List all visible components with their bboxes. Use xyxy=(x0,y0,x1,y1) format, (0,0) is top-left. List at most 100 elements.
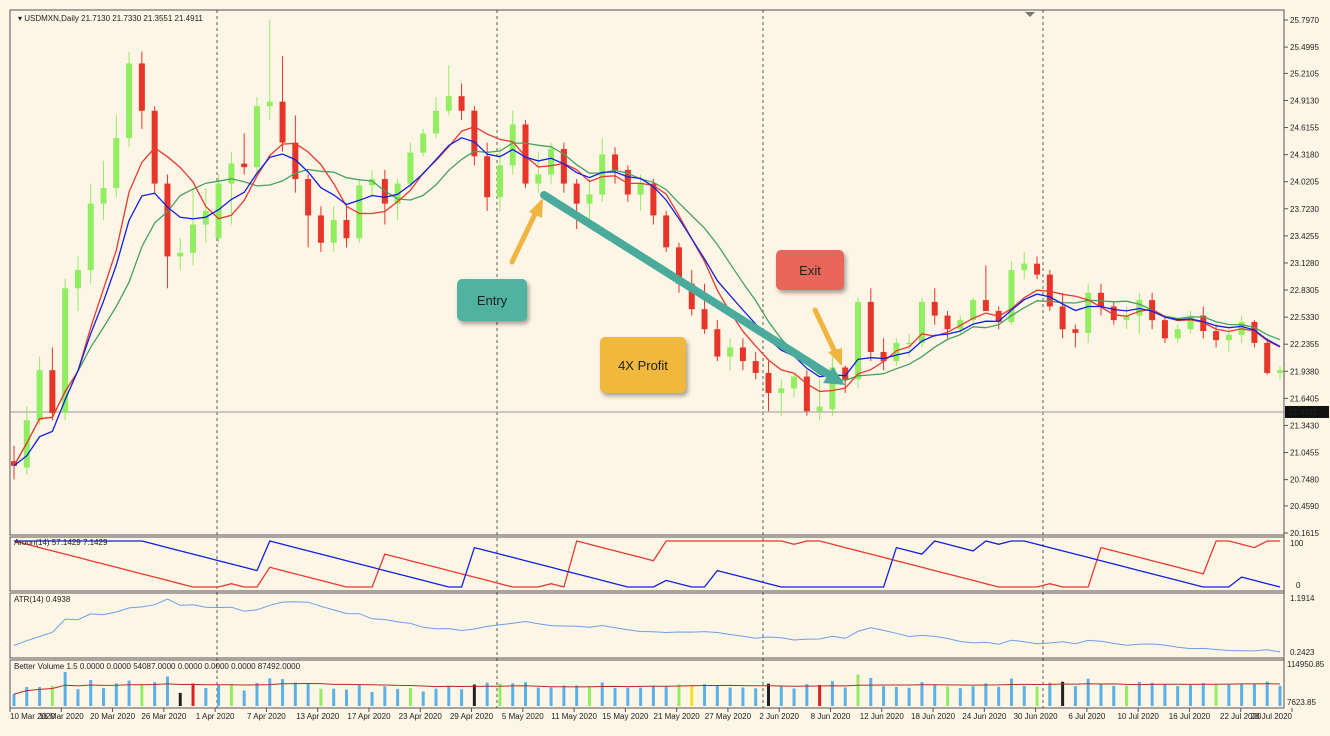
volume-bar xyxy=(396,688,400,706)
y-tick-label: 20.7480 xyxy=(1290,476,1319,485)
x-tick-label: 20 Mar 2020 xyxy=(90,712,135,721)
candle-body xyxy=(317,215,324,243)
y-tick-label: 21.3430 xyxy=(1290,421,1319,430)
candle-body xyxy=(126,63,133,139)
volume-bar xyxy=(984,683,988,706)
volume-bar xyxy=(1265,681,1269,706)
candle-body xyxy=(1187,315,1194,330)
volume-bar xyxy=(242,690,246,706)
volume-average-line xyxy=(13,682,1281,695)
volume-bar xyxy=(920,682,924,706)
candle-body xyxy=(1225,334,1232,341)
x-tick-label: 10 Jul 2020 xyxy=(1117,712,1159,721)
volume-bar xyxy=(1150,682,1154,706)
volume-bar xyxy=(536,687,540,706)
candle-body xyxy=(906,342,913,345)
volume-bar xyxy=(140,684,144,706)
volume-bar xyxy=(63,672,67,706)
x-tick-label: 16 Jul 2020 xyxy=(1169,712,1211,721)
volume-bar xyxy=(754,688,758,706)
candle-body xyxy=(330,219,337,243)
volume-bar xyxy=(677,684,681,706)
candle-body xyxy=(982,300,989,312)
candle-body xyxy=(522,124,529,184)
volume-bar xyxy=(562,685,566,706)
candle-body xyxy=(484,156,491,198)
x-tick-label: 8 Jun 2020 xyxy=(811,712,851,721)
x-tick-label: 5 May 2020 xyxy=(502,712,544,721)
volume-bar xyxy=(1252,683,1256,706)
candle-body xyxy=(663,215,670,248)
volume-bar xyxy=(89,680,93,706)
candle-body xyxy=(867,301,874,352)
volume-bar xyxy=(1240,683,1244,706)
volume-bar xyxy=(1048,682,1052,706)
y-tick-label: 23.7230 xyxy=(1290,205,1319,214)
volume-bar xyxy=(332,688,336,706)
volume-bar xyxy=(1073,686,1077,706)
x-tick-label: 21 May 2020 xyxy=(654,712,701,721)
volume-bar xyxy=(485,682,489,706)
candle-body xyxy=(266,101,273,107)
candle-body xyxy=(931,301,938,316)
candle-body xyxy=(279,101,286,143)
volume-bar xyxy=(255,683,259,706)
candle-body xyxy=(1200,315,1207,332)
entry-label: Entry xyxy=(476,292,508,308)
volume-bar xyxy=(1201,683,1205,706)
candle-body xyxy=(420,133,427,153)
volume-bar xyxy=(1278,686,1282,706)
candle-body xyxy=(1072,329,1079,333)
volume-bar xyxy=(639,687,643,706)
y-tick-label: 24.6155 xyxy=(1290,124,1319,133)
volume-bar xyxy=(1086,678,1090,706)
candle-body xyxy=(1251,321,1258,343)
candle-body xyxy=(62,288,69,413)
candle-body xyxy=(816,406,823,412)
candle-body xyxy=(190,224,197,253)
volume-bar xyxy=(971,686,975,706)
volume-bar xyxy=(664,686,668,706)
candle-body xyxy=(1097,292,1104,307)
candle-body xyxy=(944,315,951,330)
y-tick-label: 23.1280 xyxy=(1290,259,1319,268)
volume-bar xyxy=(651,685,655,706)
candle-body xyxy=(650,183,657,216)
volume-bar xyxy=(319,688,323,706)
volume-bar xyxy=(1137,681,1141,706)
volume-bar xyxy=(1125,685,1129,706)
volume-bar xyxy=(1163,684,1167,706)
x-tick-label: 6 Jul 2020 xyxy=(1068,712,1105,721)
volume-bar xyxy=(1061,681,1065,706)
volume-bar xyxy=(894,686,898,706)
candle-body xyxy=(675,247,682,284)
entry-arrow-shaft xyxy=(509,209,539,265)
candle-body xyxy=(74,270,81,289)
candle-body xyxy=(356,185,363,239)
volume-bar xyxy=(613,687,617,706)
exit-arrow-shaft xyxy=(812,307,838,355)
volume-bar xyxy=(549,687,553,706)
x-tick-label: 7 Apr 2020 xyxy=(247,712,286,721)
atr-line xyxy=(13,598,1281,653)
candle-body xyxy=(803,376,810,412)
candle-body xyxy=(599,154,606,195)
y-tick-label: 22.8305 xyxy=(1290,286,1319,295)
volume-group xyxy=(12,672,1282,706)
volume-bar xyxy=(843,687,847,706)
atr-label: ATR(14) 0.4938 xyxy=(14,595,71,604)
candle-body xyxy=(241,163,248,168)
profit-label: 4X Profit xyxy=(618,357,668,373)
candle-body xyxy=(688,283,695,310)
candle-body xyxy=(560,148,567,184)
volume-bar xyxy=(114,683,118,706)
candle-body xyxy=(637,183,644,195)
candle-body xyxy=(1059,306,1066,330)
x-tick-label: 22 Jul 2020 xyxy=(1220,712,1262,721)
x-tick-label: 15 May 2020 xyxy=(602,712,649,721)
candle-body xyxy=(509,124,516,166)
volume-bar xyxy=(306,683,310,706)
exit-arrow-head-icon xyxy=(828,348,842,366)
volume-bar xyxy=(472,684,476,706)
